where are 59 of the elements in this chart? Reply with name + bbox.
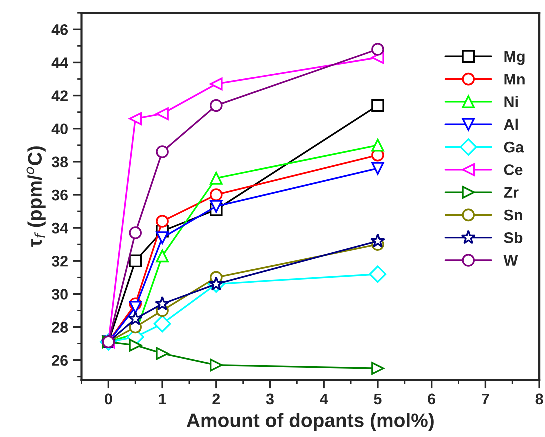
y-tick-label: 34 [52,222,68,234]
point [154,315,172,333]
legend-label: Mg [504,51,525,66]
legend-label: Al [504,118,518,130]
point [210,78,223,91]
point [156,347,169,360]
point [128,311,144,326]
point [370,234,386,248]
point [372,162,384,175]
point [129,112,142,126]
y-tick-label: 42 [52,90,68,102]
point [369,266,387,284]
point [372,139,384,152]
legend-label: Ce [504,164,523,176]
y-tick-label: 46 [52,24,68,36]
x-tick-label: 7 [482,394,490,404]
x-tick-label: 0 [105,394,112,405]
point [129,301,142,314]
point [129,254,142,268]
point [372,43,384,56]
point [210,172,223,185]
point [156,108,169,120]
point [210,358,223,372]
x-tick-label: 8 [536,394,544,405]
legend-label: Sn [504,210,522,221]
legend-label: Ga [504,142,524,153]
y-tick-label: 30 [52,289,68,300]
point [155,296,170,311]
x-axis-title: Amount of dopants (mol%) [186,413,434,432]
legend-label: Ni [504,96,518,108]
x-tick-label: 6 [428,394,436,405]
y-tick-label: 26 [52,355,68,366]
point [210,188,223,202]
x-tick-label: 3 [266,394,274,405]
point [210,200,223,213]
point [129,339,142,352]
y-tick-label: 28 [52,322,68,333]
legend-label: Mn [504,74,525,85]
point [372,99,384,112]
x-tick-label: 4 [320,394,328,404]
y-tick-label: 36 [52,190,68,201]
point [372,362,384,376]
point [156,250,169,263]
x-tick-label: 1 [159,394,166,404]
y-axis-title: τ$_{f}$ (ppm/$^{o}$C) [26,146,46,248]
point [210,99,223,112]
point [129,226,142,240]
legend-label: W [504,255,518,266]
x-tick-label: 2 [212,394,220,404]
y-tick-label: 44 [52,58,68,68]
point [156,232,169,244]
legend-label: Zr [504,187,519,198]
legend-label: Sb [504,232,523,244]
point [156,215,169,228]
y-tick-label: 40 [52,124,68,135]
x-tick-label: 5 [374,394,382,405]
y-tick-label: 32 [52,256,68,267]
point [156,146,169,158]
y-tick-label: 38 [52,156,68,168]
